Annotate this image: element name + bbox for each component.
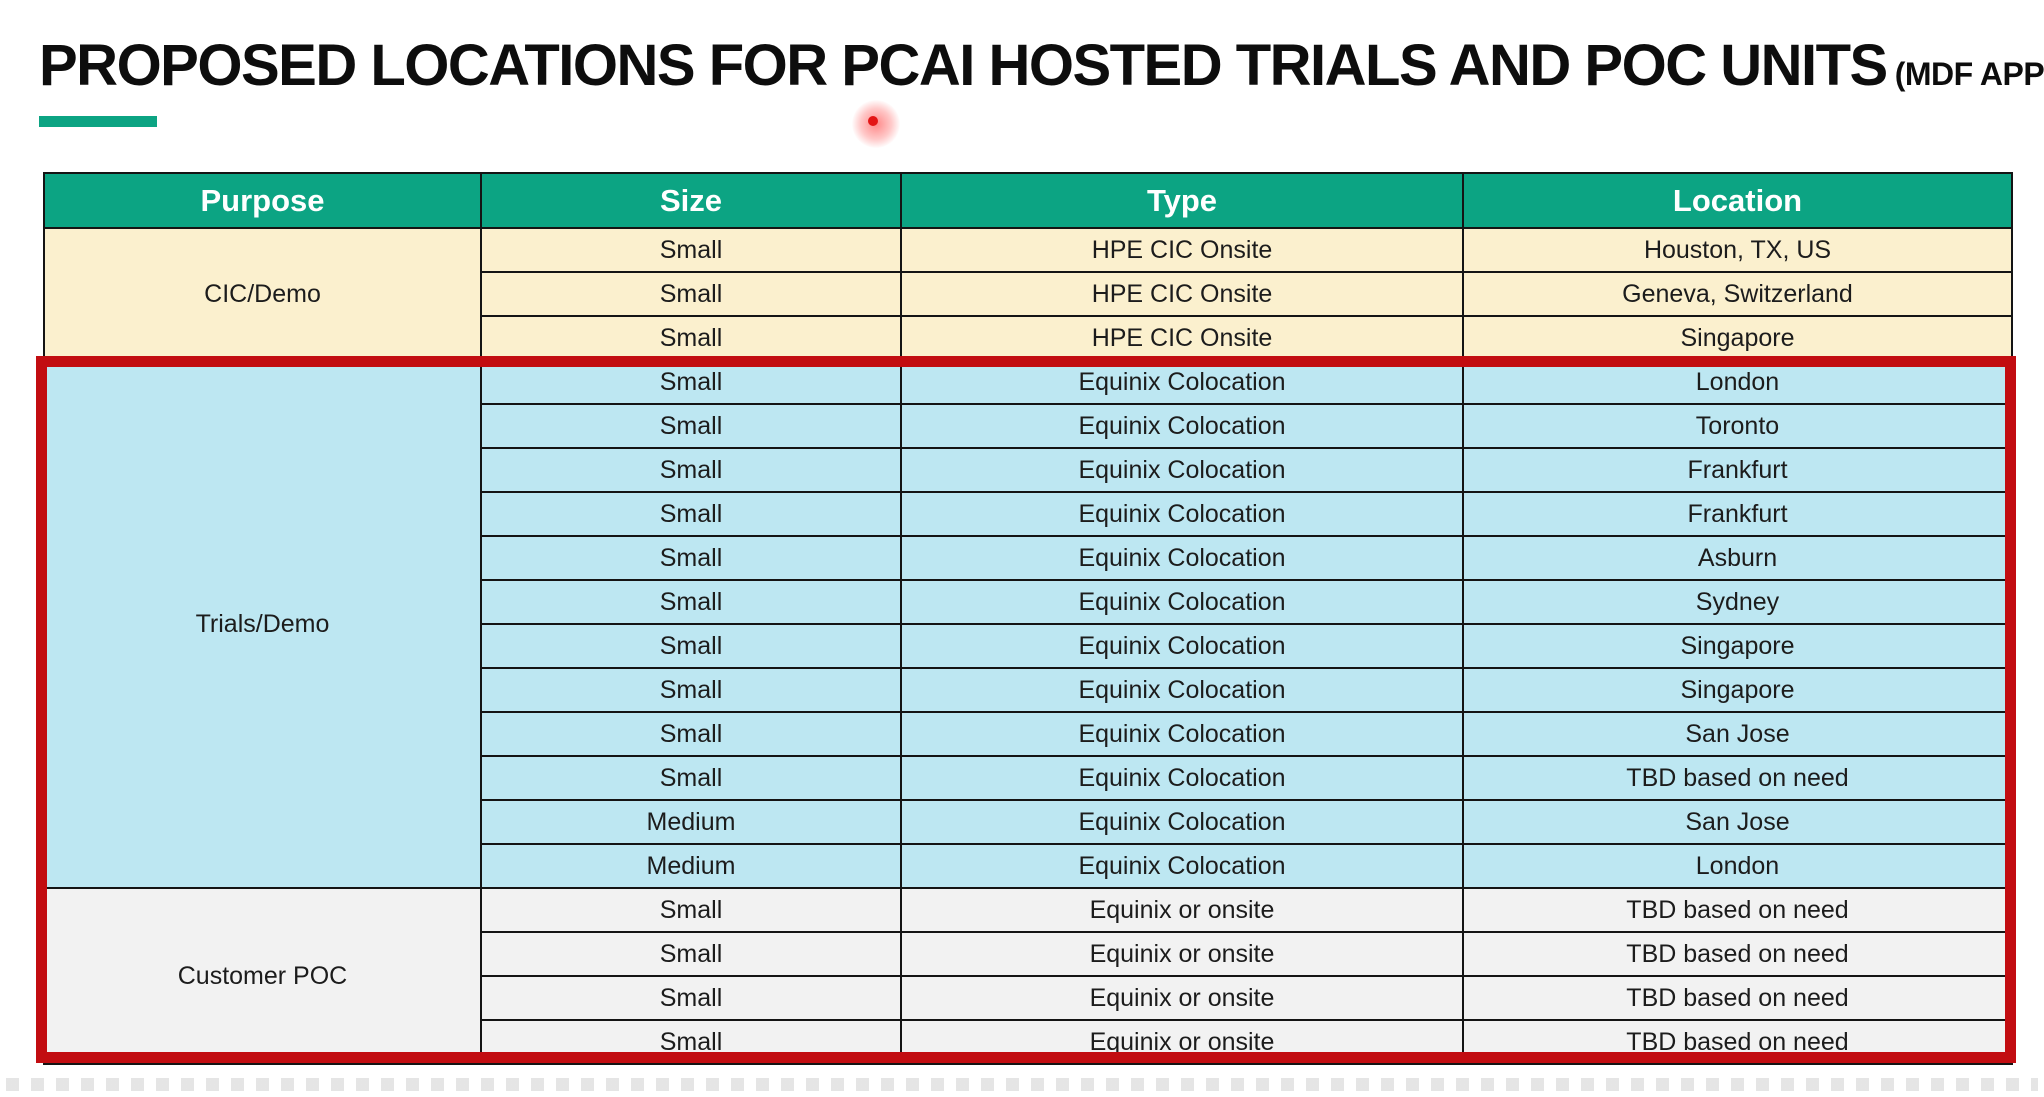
- cell-type: HPE CIC Onsite: [900, 315, 1464, 361]
- cell-size: Small: [480, 491, 902, 537]
- cell-type: HPE CIC Onsite: [900, 271, 1464, 317]
- cell-type: Equinix Colocation: [900, 535, 1464, 581]
- table-row: CIC/Demo Small HPE CIC Onsite Houston, TX, …: [43, 227, 2013, 361]
- cell-location: TBD based on need: [1462, 887, 2013, 933]
- page-title-suffix: (MDF APPROVED): [1894, 56, 2044, 92]
- purpose-group-cell: Trials/Demo: [43, 359, 482, 889]
- column-header-location: Location: [1462, 172, 2013, 229]
- cell-size: Small: [480, 887, 902, 933]
- purpose-group-cell: Customer POC: [43, 887, 482, 1065]
- table-row: Small HPE CIC Onsite Geneva, Switzerland: [44, 271, 2013, 317]
- cell-size: Small: [480, 623, 902, 669]
- cell-type: Equinix Colocation: [900, 403, 1464, 449]
- cell-type: Equinix Colocation: [900, 755, 1464, 801]
- cell-location: San Jose: [1462, 711, 2013, 757]
- cell-size: Small: [480, 315, 902, 361]
- cell-type: Equinix Colocation: [900, 491, 1464, 537]
- cell-size: Small: [480, 403, 902, 449]
- cell-location: Singapore: [1462, 667, 2013, 713]
- cell-type: Equinix or onsite: [900, 975, 1464, 1021]
- laser-pointer-glow: [852, 100, 900, 148]
- table-row: Medium Equinix Colocation London: [44, 843, 2013, 889]
- cell-type: Equinix Colocation: [900, 667, 1464, 713]
- table-row: Trials/Demo Small Equinix Colocation London: [43, 359, 2013, 889]
- cell-size: Medium: [480, 799, 902, 845]
- purpose-group-cell: CIC/Demo: [43, 227, 482, 361]
- cell-size: Small: [480, 271, 902, 317]
- table-row: Small Equinix or onsite TBD based on need: [44, 975, 2013, 1021]
- cell-location: Frankfurt: [1462, 491, 2013, 537]
- cell-size: Small: [480, 1019, 902, 1065]
- cell-location: Sydney: [1462, 579, 2013, 625]
- cell-location: TBD based on need: [1462, 1019, 2013, 1065]
- cell-location: London: [1462, 843, 2013, 889]
- cell-location: Frankfurt: [1462, 447, 2013, 493]
- cell-size: Small: [480, 975, 902, 1021]
- cell-size: Small: [480, 535, 902, 581]
- cell-size: Small: [480, 711, 902, 757]
- cell-location: TBD based on need: [1462, 975, 2013, 1021]
- cell-location: Singapore: [1462, 623, 2013, 669]
- bottom-edge-artifact: [6, 1078, 2038, 1091]
- table-row: Small Equinix or onsite TBD based on need: [44, 931, 2013, 977]
- cell-size: Medium: [480, 843, 902, 889]
- cell-type: Equinix or onsite: [900, 931, 1464, 977]
- cell-type: Equinix Colocation: [900, 579, 1464, 625]
- cell-location: Houston, TX, US: [1462, 227, 2013, 273]
- cell-location: San Jose: [1462, 799, 2013, 845]
- table-header-row: Purpose Size Type Location: [43, 172, 2013, 229]
- cell-size: Small: [480, 359, 902, 405]
- cell-type: Equinix Colocation: [900, 623, 1464, 669]
- cell-location: London: [1462, 359, 2013, 405]
- table-row: Small Equinix Colocation Frankfurt: [44, 491, 2013, 537]
- cell-size: Small: [480, 755, 902, 801]
- cell-location: Singapore: [1462, 315, 2013, 361]
- page-title: PROPOSED LOCATIONS FOR PCAI HOSTED TRIAL…: [39, 34, 2044, 106]
- table-row: Small Equinix Colocation Toronto: [44, 403, 2013, 449]
- cell-type: HPE CIC Onsite: [900, 227, 1464, 273]
- cell-size: Small: [480, 579, 902, 625]
- cell-location: Asburn: [1462, 535, 2013, 581]
- cell-size: Small: [480, 447, 902, 493]
- cell-type: Equinix Colocation: [900, 843, 1464, 889]
- cell-type: Equinix Colocation: [900, 799, 1464, 845]
- title-underline-bar: [39, 116, 157, 127]
- cell-type: Equinix Colocation: [900, 359, 1464, 405]
- column-header-type: Type: [900, 172, 1464, 229]
- table-row: Small HPE CIC Onsite Singapore: [44, 315, 2013, 361]
- cell-location: TBD based on need: [1462, 755, 2013, 801]
- table-row: Small Equinix Colocation Frankfurt: [44, 447, 2013, 493]
- cell-type: Equinix or onsite: [900, 1019, 1464, 1065]
- table-row: Medium Equinix Colocation San Jose: [44, 799, 2013, 845]
- cell-size: Small: [480, 667, 902, 713]
- table-row: Small Equinix Colocation Asburn: [44, 535, 2013, 581]
- table-row: Small Equinix Colocation Sydney: [44, 579, 2013, 625]
- cell-size: Small: [480, 931, 902, 977]
- column-header-purpose: Purpose: [43, 172, 482, 229]
- table-row: Small Equinix Colocation TBD based on need: [44, 755, 2013, 801]
- column-header-size: Size: [480, 172, 902, 229]
- table-row: Customer POC Small Equinix or onsite TBD ba…: [43, 887, 2013, 1065]
- cell-type: Equinix or onsite: [900, 887, 1464, 933]
- table-row: Small Equinix Colocation Singapore: [44, 623, 2013, 669]
- cell-size: Small: [480, 227, 902, 273]
- locations-table: Purpose Size Type Location CIC/Demo Small HPE…: [43, 172, 2013, 1065]
- cell-type: Equinix Colocation: [900, 447, 1464, 493]
- cell-location: TBD based on need: [1462, 931, 2013, 977]
- cell-type: Equinix Colocation: [900, 711, 1464, 757]
- cell-location: Toronto: [1462, 403, 2013, 449]
- laser-pointer-dot: [868, 116, 878, 126]
- table-row: Small Equinix Colocation San Jose: [44, 711, 2013, 757]
- table-row: Small Equinix Colocation Singapore: [44, 667, 2013, 713]
- cell-location: Geneva, Switzerland: [1462, 271, 2013, 317]
- page-title-text: PROPOSED LOCATIONS FOR PCAI HOSTED TRIAL…: [39, 33, 1888, 98]
